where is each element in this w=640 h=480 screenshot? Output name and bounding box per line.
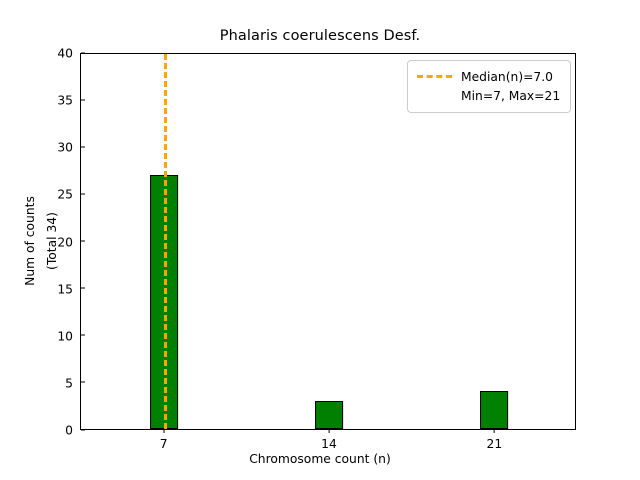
x-tick: 21 (486, 429, 503, 451)
y-tick: 25 (57, 184, 85, 203)
y-tick: 10 (57, 325, 85, 344)
chart-title: Phalaris coerulescens Desf. (219, 28, 421, 44)
y-tick-mark (81, 429, 85, 431)
x-axis-label: Chromosome count (n) (249, 452, 391, 466)
y-tick-label: 5 (65, 376, 73, 391)
y-tick-mark (81, 146, 85, 148)
y-tick-mark (81, 334, 85, 336)
chart-legend: Median(n)=7.0 Min=7, Max=21 (407, 60, 571, 113)
x-tick: 7 (160, 429, 168, 451)
y-tick: 30 (57, 137, 85, 156)
y-tick-mark (81, 193, 85, 195)
legend-label: Median(n)=7.0 (461, 69, 553, 84)
y-tick: 5 (65, 372, 85, 391)
y-tick: 15 (57, 278, 85, 297)
plot-area: 0 5 10 15 20 25 30 35 40 7 14 21 (57, 47, 576, 451)
y-tick-label: 10 (57, 329, 73, 344)
x-tick-label: 21 (486, 437, 503, 451)
x-tick-label: 14 (321, 437, 337, 451)
y-tick-label: 35 (57, 93, 73, 108)
y-tick-label: 25 (57, 187, 73, 202)
x-tick-mark (163, 429, 165, 433)
bar (315, 400, 343, 429)
legend-dashed-line-icon (417, 75, 452, 78)
y-tick-mark (81, 52, 85, 54)
y-tick-mark (81, 240, 85, 242)
x-tick-label: 7 (159, 437, 168, 451)
y-tick-mark (81, 287, 85, 289)
y-axis-label-total: (Total 34) (45, 212, 59, 270)
y-tick-label: 20 (57, 235, 73, 249)
legend-label: Min=7, Max=21 (461, 88, 561, 103)
y-tick-label: 0 (65, 423, 73, 438)
x-tick: 14 (321, 429, 337, 451)
y-tick-mark (81, 381, 85, 383)
y-tick-label: 15 (57, 282, 73, 297)
y-tick: 35 (57, 90, 85, 109)
y-tick-mark (81, 99, 85, 101)
bar (480, 391, 509, 429)
y-tick-label: 30 (57, 140, 73, 155)
y-axis-label: Num of counts (23, 196, 37, 286)
y-tick: 20 (57, 231, 85, 250)
legend-entry: Min=7, Max=21 (417, 86, 561, 105)
y-tick: 0 (65, 420, 85, 439)
legend-entry: Median(n)=7.0 (417, 67, 561, 86)
legend-swatch-empty (417, 94, 452, 97)
y-tick-label: 40 (57, 46, 73, 61)
median-line (163, 54, 167, 429)
y-tick: 40 (57, 43, 85, 62)
x-tick-mark (328, 429, 330, 433)
x-tick-mark (493, 429, 495, 433)
